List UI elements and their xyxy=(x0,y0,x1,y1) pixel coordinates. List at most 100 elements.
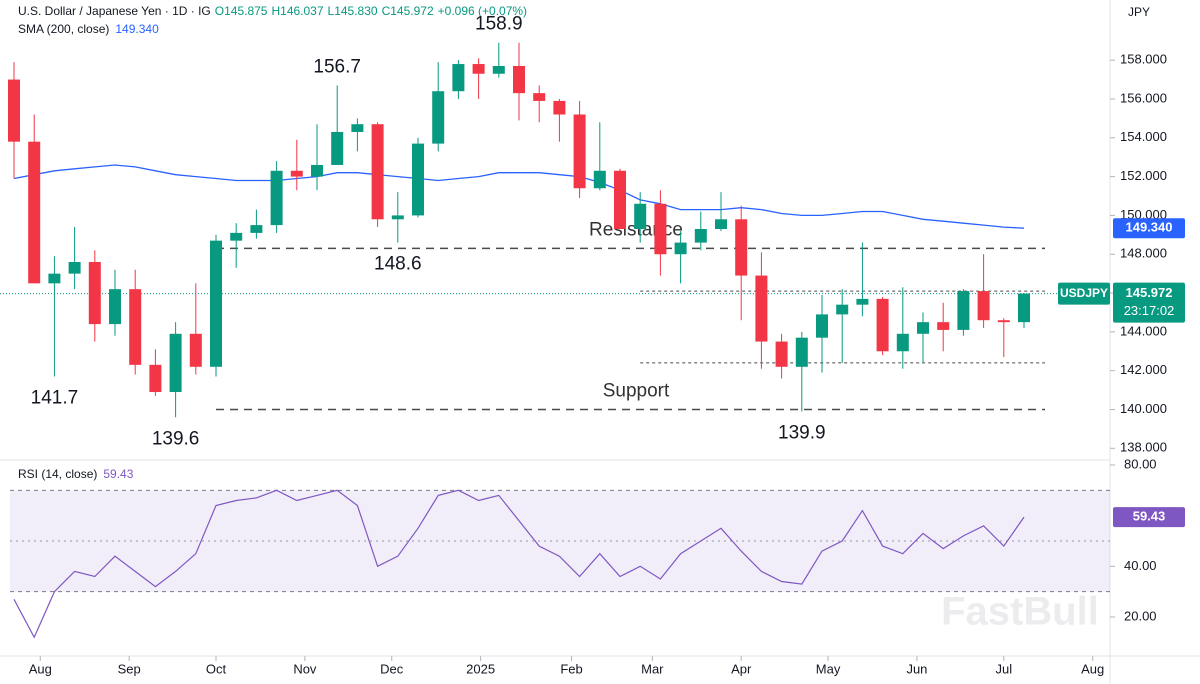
candle-body xyxy=(937,322,950,330)
peak-label: 156.7 xyxy=(313,56,361,77)
peak-label: 148.6 xyxy=(374,254,422,275)
candle-body xyxy=(775,341,788,367)
y-tick-label: 156.000 xyxy=(1120,90,1167,105)
candle-body xyxy=(432,91,445,144)
rsi-name: RSI (14, close) xyxy=(18,467,97,481)
y-tick-label: 148.000 xyxy=(1120,246,1167,261)
candle-body xyxy=(593,170,606,189)
candle-body xyxy=(68,261,81,274)
candle-body xyxy=(109,289,121,325)
candle-body xyxy=(169,333,182,393)
rsi-value: 59.43 xyxy=(103,467,133,481)
candle-body xyxy=(856,298,869,305)
candle-body xyxy=(311,164,323,177)
candle-body xyxy=(694,229,707,243)
price-badge-bg xyxy=(1113,282,1185,323)
x-tick-label: 2025 xyxy=(466,661,495,676)
y-tick-label: 154.000 xyxy=(1120,129,1167,144)
level-label: Support xyxy=(603,380,670,401)
rsi-tick-label: 20.00 xyxy=(1124,608,1157,623)
x-tick-label: Dec xyxy=(380,661,404,676)
x-tick-label: Jun xyxy=(906,661,927,676)
candle-body xyxy=(957,291,970,330)
symbol-name: U.S. Dollar / Japanese Yen · 1D · IG xyxy=(18,4,211,18)
candle-body xyxy=(634,203,647,229)
candle-body xyxy=(1018,293,1030,323)
change: +0.096 (+0.07%) xyxy=(438,4,527,18)
candle-body xyxy=(412,143,424,216)
peak-label: 139.6 xyxy=(152,428,200,449)
candle-body xyxy=(210,240,222,367)
candle-body xyxy=(735,219,748,276)
candle-body xyxy=(674,242,687,255)
x-tick-label: Mar xyxy=(641,661,664,676)
candle-body xyxy=(331,131,344,165)
rsi-line xyxy=(13,489,1025,639)
candle-body xyxy=(250,225,263,233)
candle-body xyxy=(8,79,20,142)
rsi-legend: RSI (14, close) 59.43 xyxy=(18,467,134,481)
candle-body xyxy=(129,289,142,365)
candle-body xyxy=(755,275,768,342)
rsi-badge-bg xyxy=(1113,507,1185,528)
x-tick-label: Nov xyxy=(293,661,317,676)
rsi-tick-label: 40.00 xyxy=(1124,558,1157,573)
x-tick-label: Aug xyxy=(29,661,52,676)
candle-body xyxy=(917,322,929,334)
candle-body xyxy=(391,215,404,220)
watermark: FastBull xyxy=(941,590,1099,634)
currency: JPY xyxy=(1128,5,1150,19)
candle-body xyxy=(553,100,566,115)
candle-body xyxy=(977,291,990,321)
candle-body xyxy=(715,219,727,229)
candle-body xyxy=(472,64,485,74)
candle-body xyxy=(573,114,586,189)
candle-body xyxy=(452,64,465,92)
ticker: USDJPY xyxy=(1060,286,1108,300)
sma-legend: SMA (200, close) 149.340 xyxy=(18,22,159,36)
candle-body xyxy=(149,364,162,393)
candle-body xyxy=(88,261,101,325)
countdown: 23:17:02 xyxy=(1124,303,1175,318)
candle-body xyxy=(836,304,849,315)
candle-body xyxy=(492,65,505,74)
candle-body xyxy=(290,170,303,177)
candle-body xyxy=(351,124,364,132)
low: L145.830 xyxy=(328,4,378,18)
candle-body xyxy=(513,65,525,94)
candle-body xyxy=(230,232,243,241)
open: O145.875 xyxy=(215,4,268,18)
y-tick-label: 152.000 xyxy=(1120,168,1167,183)
candle-body xyxy=(533,93,546,101)
candle-body xyxy=(371,124,384,220)
sma-badge: 149.340 xyxy=(1126,220,1173,235)
price-badge: 145.972 xyxy=(1126,285,1173,300)
candle-body xyxy=(654,203,667,255)
candle-body xyxy=(997,320,1010,323)
symbol: U.S. Dollar / Japanese Yen · 1D · IG O145… xyxy=(18,4,527,18)
x-tick-label: Feb xyxy=(560,661,582,676)
close: C145.972 xyxy=(382,4,434,18)
x-tick-label: Oct xyxy=(206,661,227,676)
peak-label: 139.9 xyxy=(778,422,826,443)
x-tick-label: Aug xyxy=(1081,661,1104,676)
candle-body xyxy=(876,298,889,352)
candle-body xyxy=(816,314,828,338)
rsi-badge: 59.43 xyxy=(1133,509,1166,524)
sma-name: SMA (200, close) xyxy=(18,22,109,36)
x-tick-label: May xyxy=(816,661,841,676)
high: H146.037 xyxy=(271,4,323,18)
y-tick-label: 140.000 xyxy=(1120,401,1167,416)
ticker-bg xyxy=(1058,282,1110,305)
y-tick-label: 150.000 xyxy=(1120,207,1167,222)
x-tick-label: Apr xyxy=(731,661,752,676)
y-tick-label: 144.000 xyxy=(1120,323,1167,338)
sma-line xyxy=(13,164,1025,229)
candle-body xyxy=(28,141,41,284)
candle-body xyxy=(795,337,808,367)
x-tick-label: Sep xyxy=(118,661,141,676)
candle-body xyxy=(896,333,909,352)
candle-body xyxy=(189,333,202,367)
x-tick-label: Jul xyxy=(995,661,1012,676)
